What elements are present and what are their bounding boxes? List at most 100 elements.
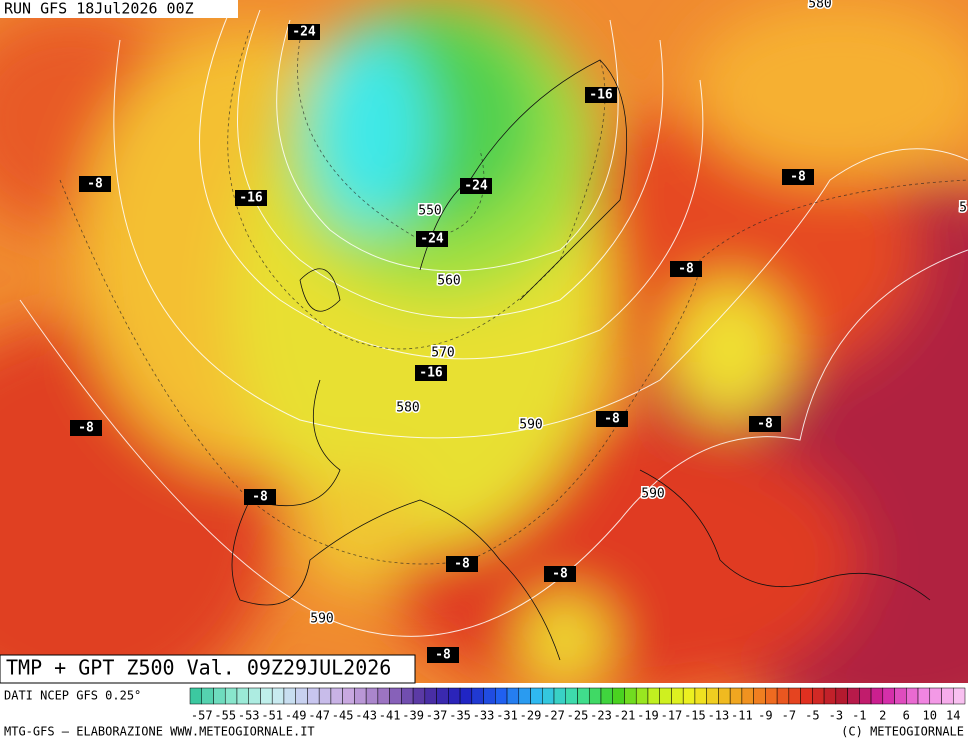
label-box (782, 169, 814, 185)
coastlines (231, 59, 931, 661)
legend-swatch (929, 687, 942, 705)
legend-tick-label: -31 (496, 709, 518, 723)
label-box (446, 556, 478, 572)
legend-tick-label: -23 (590, 709, 612, 723)
temperature-label: -16 (419, 366, 443, 381)
legend-swatch (459, 687, 473, 705)
legend-tick-label: -51 (261, 709, 283, 723)
legend-swatch (530, 687, 543, 705)
legend-tick-label: -3 (829, 709, 843, 723)
legend-swatch (706, 687, 719, 705)
legend-tick-label: -47 (308, 709, 330, 723)
legend-swatch (718, 687, 731, 705)
legend-tick-label: -7 (782, 709, 796, 723)
height-label: 550 (418, 204, 441, 219)
temperature-label: -8 (678, 262, 694, 277)
legend-swatch (224, 687, 238, 705)
map-title: TMP + GPT Z500 Val. 09Z29JUL2026 (6, 656, 391, 680)
label-box (544, 566, 576, 582)
legend-swatch (471, 687, 484, 705)
legend-tick-label: 6 (903, 709, 910, 723)
legend-swatch (647, 687, 660, 705)
height-label: 590 (641, 487, 664, 502)
run-label: RUN GFS 18Jul2026 00Z (4, 0, 194, 18)
legend-swatch (213, 687, 226, 705)
legend-swatch (495, 687, 508, 705)
legend-swatch (436, 687, 449, 705)
legend-swatch (518, 687, 531, 705)
legend-tick-label: -35 (449, 709, 471, 723)
temperature-contours (59, 29, 968, 565)
legend-swatch (412, 687, 426, 705)
label-box (415, 365, 447, 381)
label-box (585, 87, 617, 103)
legend-tick-label: -17 (661, 709, 683, 723)
temperature-label: -8 (252, 490, 268, 505)
legend-swatch (424, 687, 437, 705)
legend-tick-label: -9 (758, 709, 772, 723)
legend-swatch (812, 687, 825, 705)
legend-tick-label: -1 (852, 709, 866, 723)
legend-swatch (389, 687, 402, 705)
temperature-label: -8 (790, 170, 806, 185)
legend-tick-label: -11 (731, 709, 753, 723)
run-box (0, 0, 238, 18)
legend-tick-label: -25 (567, 709, 589, 723)
legend-swatch (847, 687, 860, 705)
label-box (427, 647, 459, 663)
legend-tick-label: -55 (214, 709, 236, 723)
height-label: 590 (519, 418, 542, 433)
legend-swatch (753, 687, 766, 705)
legend-swatch (800, 687, 813, 705)
legend-tick-label: -43 (355, 709, 377, 723)
temperature-label: -24 (292, 25, 316, 40)
legend-tick-label: -27 (543, 709, 565, 723)
legend-swatch (553, 687, 567, 705)
legend-swatch (835, 687, 848, 705)
legend-tick-label: -45 (332, 709, 354, 723)
label-box (749, 416, 781, 432)
temperature-label: -16 (589, 88, 613, 103)
legend-tick-label: -33 (473, 709, 495, 723)
legend-tick-label: -41 (379, 709, 401, 723)
legend-tick-label: 10 (923, 709, 937, 723)
height-label: 590 (310, 612, 333, 627)
legend-swatch (588, 687, 602, 705)
height-label: 570 (431, 346, 454, 361)
label-box (244, 489, 276, 505)
legend-swatch (365, 687, 379, 705)
color-legend: -57 -55 -53 -51 -49 -47 -45 -43 -41 -39 -37 -35 -33-… (189, 687, 966, 723)
credit: MTG-GFS — ELABORAZIONE WWW.METEOGIORNALE… (4, 725, 315, 739)
legend-swatch (612, 687, 625, 705)
temperature-label: -8 (78, 421, 94, 436)
data-source: DATI NCEP GFS 0.25° (4, 689, 141, 703)
legend-tick-label: -29 (520, 709, 542, 723)
legend-swatch (600, 687, 613, 705)
legend-swatch (694, 687, 707, 705)
legend-swatch (659, 687, 672, 705)
legend-swatch (448, 687, 461, 705)
legend-swatch (917, 687, 931, 705)
legend-tick-label: -39 (402, 709, 424, 723)
legend-swatch (342, 687, 355, 705)
label-box (79, 176, 111, 192)
legend-tick-label: -15 (684, 709, 706, 723)
legend-tick-label: -19 (637, 709, 659, 723)
legend-tick-label: -49 (285, 709, 307, 723)
legend-swatch (870, 687, 884, 705)
legend-tick-label: -21 (614, 709, 636, 723)
label-box (288, 24, 320, 40)
label-box (460, 178, 492, 194)
legend-swatch (307, 687, 320, 705)
label-box (416, 231, 448, 247)
legend-swatch (953, 687, 966, 705)
legend-swatch (859, 687, 872, 705)
legend-swatch (906, 687, 919, 705)
height-label: 5 (959, 201, 967, 216)
temperature-label: -24 (464, 179, 488, 194)
legend-swatch (788, 687, 801, 705)
legend-swatch (882, 687, 895, 705)
legend-swatch (506, 687, 520, 705)
title-box (0, 654, 416, 684)
